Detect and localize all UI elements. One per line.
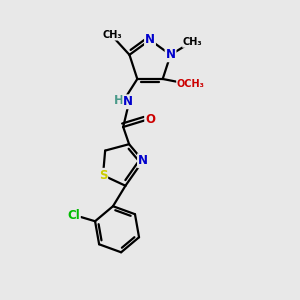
Text: S: S [99,169,107,182]
Text: O: O [145,113,155,126]
Text: CH₃: CH₃ [183,37,203,47]
Text: N: N [138,154,148,167]
Text: N: N [145,33,155,46]
Text: CH₃: CH₃ [103,30,122,40]
Text: H: H [114,94,124,107]
Text: Cl: Cl [67,209,80,222]
Text: OCH₃: OCH₃ [177,80,205,89]
Text: N: N [123,95,133,108]
Text: N: N [166,48,176,61]
